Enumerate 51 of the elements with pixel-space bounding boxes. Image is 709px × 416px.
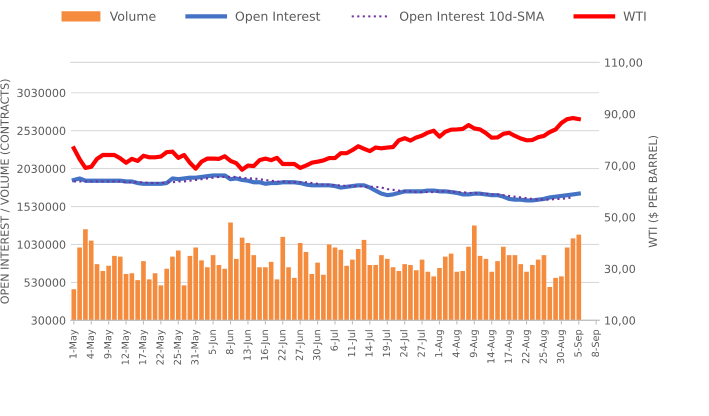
x-tick-label: 4-Aug	[452, 330, 462, 358]
y2-tick-label: 110,00	[605, 58, 642, 68]
y-tick-label: 2530000	[17, 126, 66, 136]
x-tick-label: 5-Jun	[208, 330, 218, 354]
x-tick-label: 17-May	[139, 330, 148, 364]
x-tick-label: 5-Sep	[574, 330, 584, 357]
y-tick-label: 30000	[32, 316, 66, 325]
legend-label: Open Interest	[236, 11, 320, 24]
x-tick-label: 19-Jul	[382, 330, 392, 356]
x-tick-label: 31-May	[191, 330, 200, 365]
y-axis-title: OPEN INTEREST / VOLUME (CONTRACTS)	[0, 79, 10, 304]
x-tick-label: 14-Jul	[365, 330, 374, 356]
x-tick-label: 27-Jun	[296, 330, 305, 360]
x-tick-label: 27-Jul	[417, 330, 427, 357]
x-tick-label: 11-Jul	[348, 330, 358, 356]
y2-tick-label: 30,00	[604, 264, 636, 274]
x-tick-label: 4-May	[86, 330, 96, 359]
x-tick-label: 1-Aug	[435, 330, 444, 357]
x-tick-label: 6-Jul	[330, 330, 340, 351]
x-tick-label: 1-May	[69, 330, 79, 358]
y2-tick-label: 10,00	[605, 316, 636, 326]
x-tick-label: 30-Aug	[556, 330, 566, 364]
x-tick-label: 13-Jun	[243, 330, 253, 360]
x-tick-label: 8-Sep	[592, 330, 601, 357]
x-tick-label: 22-May	[156, 330, 166, 365]
x-tick-label: 24-Jul	[400, 330, 410, 357]
x-tick-label: 25-Aug	[539, 330, 549, 364]
x-tick-label: 9-Aug	[470, 330, 480, 358]
y-tick-label: 1530000	[18, 202, 66, 211]
x-tick-label: 14-Aug	[487, 330, 496, 363]
y2-tick-label: 90,00	[604, 110, 636, 120]
legend-label: Open Interest 10d-SMA	[400, 11, 544, 24]
x-tick-label: 8-Jun	[226, 330, 236, 354]
x-tick-label: 30-Jun	[313, 330, 322, 360]
x-tick-label: 17-Aug	[504, 330, 514, 363]
y-tick-label: 3030000	[17, 88, 66, 98]
x-tick-label: 25-May	[174, 330, 183, 365]
y2-tick-label: 50,00	[604, 213, 636, 223]
y2-tick-label: 70,00	[604, 162, 636, 172]
x-tick-label: 16-Jun	[260, 330, 270, 360]
legend-label: Volume	[110, 11, 156, 21]
y-tick-label: 530000	[24, 278, 66, 287]
line-series	[72, 116, 581, 172]
x-tick-label: 22-Aug	[522, 330, 532, 364]
y2-axis-title: WTI ($ PER BARREL)	[648, 136, 658, 248]
x-tick-label: 12-May	[122, 330, 131, 364]
x-tick-label: 22-Jun	[278, 330, 288, 360]
y-tick-label: 2030000	[17, 164, 66, 173]
legend-label: WTI	[624, 12, 646, 21]
x-tick-label: 9-May	[104, 330, 114, 359]
y-tick-label: 1030000	[18, 240, 66, 249]
